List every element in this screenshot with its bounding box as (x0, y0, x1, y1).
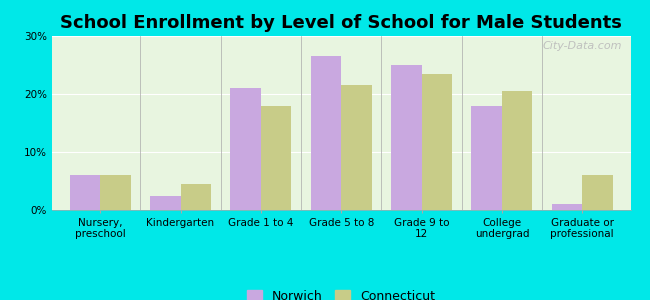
Bar (582, 175, 613, 210)
Bar (150, 196, 181, 210)
Bar (341, 85, 372, 210)
Legend: Norwich, Connecticut: Norwich, Connecticut (242, 285, 441, 300)
Bar (391, 65, 422, 210)
Bar (261, 106, 291, 210)
Bar (311, 56, 341, 210)
Bar (552, 204, 582, 210)
Title: School Enrollment by Level of School for Male Students: School Enrollment by Level of School for… (60, 14, 622, 32)
Bar (422, 74, 452, 210)
Bar (181, 184, 211, 210)
Bar (502, 91, 532, 210)
Bar (70, 175, 100, 210)
Text: City-Data.com: City-Data.com (542, 41, 622, 51)
Bar (100, 175, 131, 210)
Bar (230, 88, 261, 210)
Bar (471, 106, 502, 210)
